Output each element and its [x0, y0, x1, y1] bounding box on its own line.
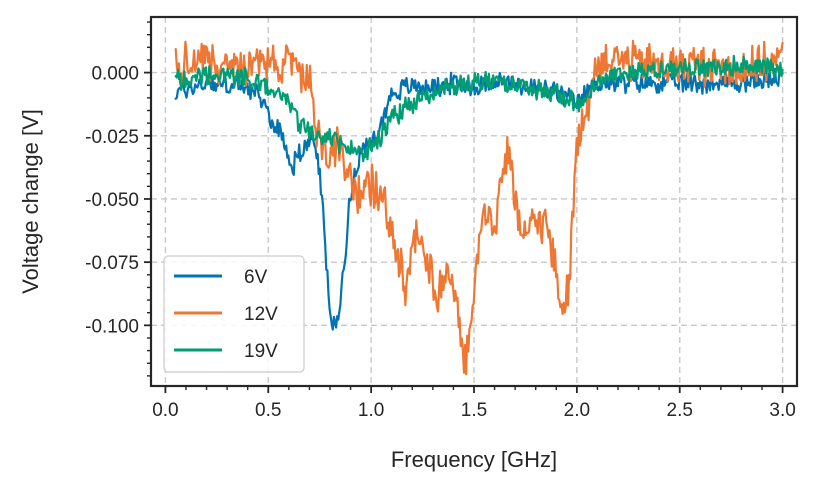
y-tick-label: -0.050 [85, 190, 139, 211]
y-tick-label: -0.025 [85, 127, 139, 148]
y-tick-label: 0.000 [91, 64, 139, 85]
legend: 6V 12V 19V [163, 255, 305, 373]
legend-label: 6V [244, 267, 268, 288]
x-tick-label: 2.0 [564, 400, 590, 421]
x-tick-label: 1.0 [358, 400, 384, 421]
x-tick-label: 0.5 [255, 400, 281, 421]
legend-box [163, 255, 305, 373]
axes-layer: 0.0 0.5 1.0 1.5 2.0 2.5 3.0 0.000 -0.025 -0.050 -0… [85, 15, 799, 421]
legend-label: 19V [244, 341, 278, 362]
series-layer [174, 39, 784, 376]
x-tick-label: 3.0 [769, 400, 795, 421]
x-tick-label: 1.5 [461, 400, 487, 421]
x-axis-label: Frequency [GHz] [391, 447, 557, 472]
y-tick-label: -0.100 [85, 316, 139, 337]
x-tick-label: 2.5 [667, 400, 693, 421]
legend-label: 12V [244, 304, 278, 325]
series-line-19V [174, 54, 784, 163]
x-tick-label: 0.0 [152, 400, 178, 421]
series-line-6V [174, 67, 784, 331]
y-axis-label: Voltage change [V] [18, 109, 43, 294]
y-tick-label: -0.075 [85, 253, 139, 274]
